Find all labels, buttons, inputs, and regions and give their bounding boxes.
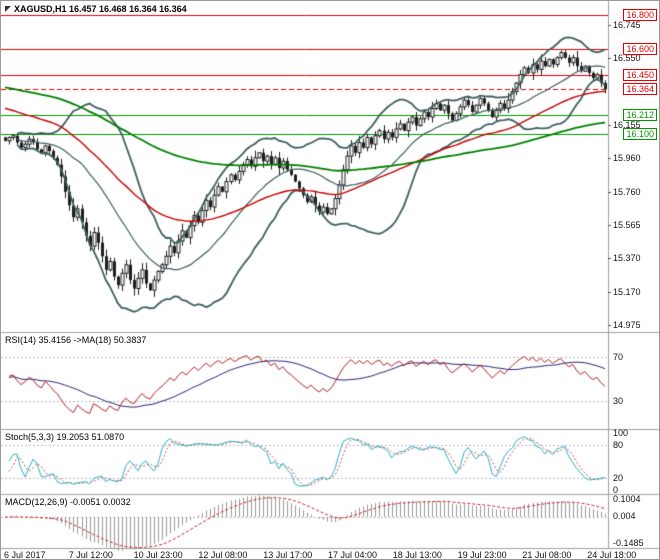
x-axis-tick: 6 Jul 2017 <box>4 550 46 560</box>
y-axis-tick: 14.975 <box>613 320 641 331</box>
macd-pane-label: MACD(12,26,9) -0.0051 0.0032 <box>5 497 131 507</box>
price-level-box: 16.212 <box>623 109 657 122</box>
y-axis-tick: 30 <box>613 395 624 406</box>
chart-title: XAGUSD,H1 16.457 16.468 16.364 16.364 <box>5 4 187 14</box>
y-axis-tick: 0.1004 <box>613 494 641 505</box>
price-level-box: 16.364 <box>623 83 657 96</box>
chart-title-text: XAGUSD,H1 16.457 16.468 16.364 16.364 <box>14 4 187 14</box>
stoch-pane-label: Stoch(5,3,3) 19.2053 51.0870 <box>5 432 125 442</box>
y-axis-tick: 15.760 <box>613 186 641 197</box>
x-axis-tick: 10 Jul 23:00 <box>133 550 183 560</box>
x-axis-tick: 7 Jul 12:00 <box>68 550 113 560</box>
y-axis-tick: 0.004 <box>613 511 636 522</box>
chart-symbol-icon <box>5 6 11 12</box>
x-axis-tick: 13 Jul 17:00 <box>263 550 313 560</box>
y-axis-tick: 16.155 <box>613 119 641 130</box>
x-axis-tick: 12 Jul 08:00 <box>198 550 248 560</box>
price-level-box: 16.100 <box>623 128 657 141</box>
rsi-pane-label: RSI(14) 35.4156 ->MA(18) 50.3837 <box>5 335 147 345</box>
y-axis-tick: 16.745 <box>613 19 641 30</box>
price-level-box: 16.600 <box>623 43 657 56</box>
y-axis-tick: 15.170 <box>613 286 641 297</box>
y-axis-tick: 70 <box>613 352 624 363</box>
y-axis-tick: -0.1485 <box>613 538 644 549</box>
y-axis-tick: 20 <box>613 473 624 484</box>
x-axis-tick: 21 Jul 08:00 <box>522 550 572 560</box>
y-axis-tick: 15.960 <box>613 152 641 163</box>
x-axis-tick: 19 Jul 23:00 <box>457 550 507 560</box>
x-axis-tick: 17 Jul 04:00 <box>328 550 378 560</box>
price-level-box: 16.800 <box>623 9 657 22</box>
y-axis-tick: 15.565 <box>613 219 641 230</box>
y-axis-tick: 15.370 <box>613 252 641 263</box>
y-axis-tick: 80 <box>613 439 624 450</box>
y-axis-tick: 100 <box>613 428 629 439</box>
y-axis-tick: 0 <box>613 484 619 495</box>
y-axis-tick: 16.550 <box>613 52 641 63</box>
x-axis-tick: 24 Jul 18:00 <box>587 550 637 560</box>
x-axis-tick: 18 Jul 13:00 <box>392 550 442 560</box>
price-level-box: 16.450 <box>623 68 657 81</box>
